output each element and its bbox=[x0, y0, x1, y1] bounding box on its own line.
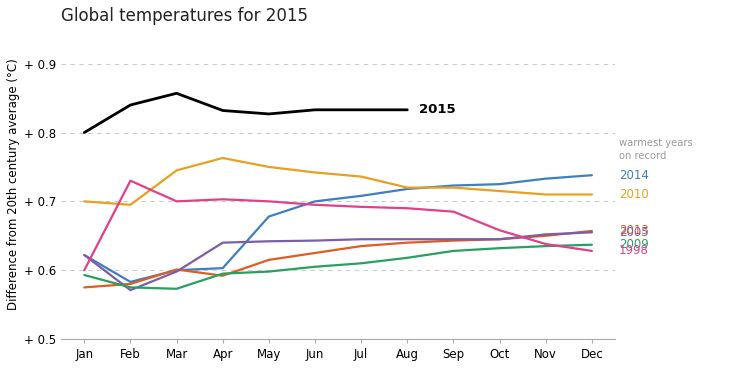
Text: 2015: 2015 bbox=[419, 103, 456, 116]
Text: warmest years
on record: warmest years on record bbox=[619, 138, 693, 161]
Text: 2005: 2005 bbox=[619, 226, 648, 239]
Text: 2010: 2010 bbox=[619, 188, 648, 201]
Text: 2014: 2014 bbox=[619, 169, 648, 182]
Text: 1998: 1998 bbox=[619, 244, 648, 258]
Text: 2009: 2009 bbox=[619, 238, 648, 251]
Text: 2013: 2013 bbox=[619, 224, 648, 237]
Y-axis label: Difference from 20th century average (°C): Difference from 20th century average (°C… bbox=[7, 58, 20, 310]
Text: Global temperatures for 2015: Global temperatures for 2015 bbox=[61, 7, 308, 25]
